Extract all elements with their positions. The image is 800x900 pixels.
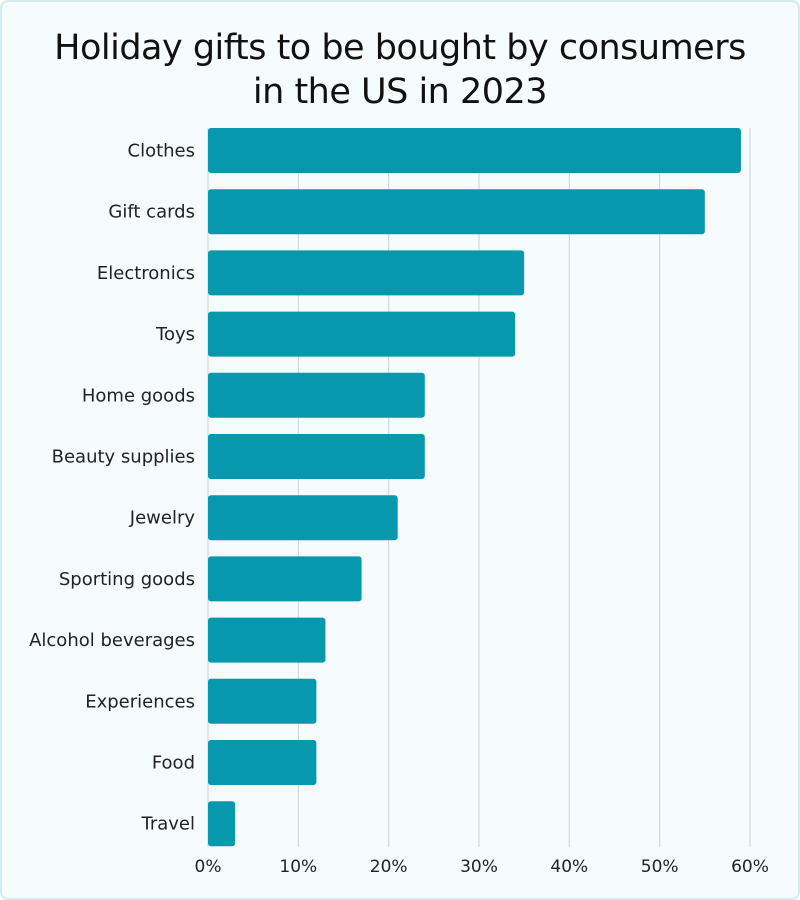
x-tick-label: 20% bbox=[370, 857, 408, 877]
x-tick-label: 50% bbox=[641, 857, 679, 877]
x-tick-label: 0% bbox=[195, 857, 222, 877]
bar-gift-cards bbox=[208, 189, 705, 235]
category-label: Alcohol beverages bbox=[29, 630, 195, 651]
category-label: Jewelry bbox=[129, 508, 196, 529]
x-tick-label: 60% bbox=[731, 857, 769, 877]
x-tick-label: 30% bbox=[460, 857, 498, 877]
category-label: Toys bbox=[155, 324, 195, 345]
chart-title: Holiday gifts to be bought by consumers i… bbox=[54, 28, 746, 112]
bar-sporting-goods bbox=[208, 556, 362, 602]
bar-toys bbox=[208, 311, 516, 357]
category-label: Sporting goods bbox=[59, 569, 195, 590]
x-tick-label: 10% bbox=[279, 857, 317, 877]
category-label: Food bbox=[152, 753, 195, 774]
bar-travel bbox=[208, 801, 236, 847]
category-label: Home goods bbox=[82, 385, 195, 406]
bar-beauty-supplies bbox=[208, 434, 425, 479]
bar-experiences bbox=[208, 678, 317, 724]
bar-food bbox=[208, 740, 317, 785]
bar-electronics bbox=[208, 250, 525, 296]
category-label: Beauty supplies bbox=[52, 447, 195, 468]
category-label: Gift cards bbox=[108, 202, 195, 223]
category-label: Travel bbox=[140, 814, 195, 835]
category-label: Clothes bbox=[128, 141, 196, 162]
bar-jewelry bbox=[208, 495, 398, 541]
category-label: Electronics bbox=[97, 263, 195, 284]
category-label: Experiences bbox=[85, 691, 195, 712]
bar-home-goods bbox=[208, 372, 425, 418]
bar-alcohol-beverages bbox=[208, 617, 326, 663]
bar-clothes bbox=[208, 128, 741, 173]
x-tick-label: 40% bbox=[550, 857, 588, 877]
